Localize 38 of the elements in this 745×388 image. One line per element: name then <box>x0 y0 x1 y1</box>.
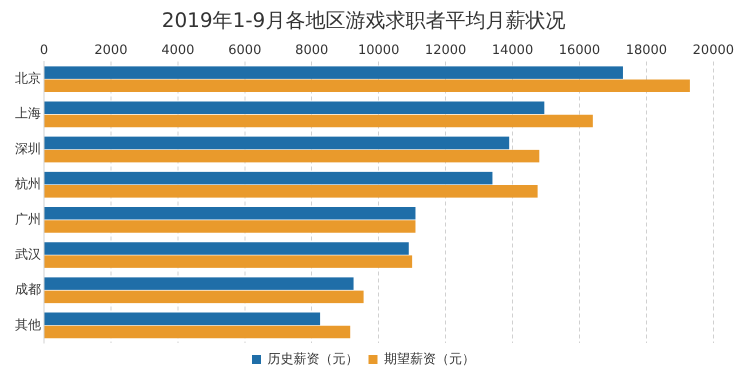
bar <box>44 80 690 92</box>
x-tick-label: 14000 <box>492 43 534 58</box>
x-tick-label: 2000 <box>94 43 128 58</box>
y-tick-label: 其他 <box>15 318 41 333</box>
bar <box>44 102 544 114</box>
bar <box>44 277 354 290</box>
bar <box>44 220 416 233</box>
bar <box>44 185 538 198</box>
y-tick-label: 武汉 <box>15 247 41 262</box>
x-tick-label: 4000 <box>161 43 194 58</box>
y-tick-label: 北京 <box>15 72 41 87</box>
bar <box>44 326 350 338</box>
bar <box>44 150 540 162</box>
chart-title: 2019年1-9月各地区游戏求职者平均月薪状况 <box>162 8 566 32</box>
bar <box>44 136 510 150</box>
x-tick-label: 0 <box>40 43 48 58</box>
y-tick-label: 上海 <box>15 106 41 122</box>
legend-label: 历史薪资（元） <box>268 352 358 367</box>
x-tick-label: 6000 <box>228 43 262 58</box>
y-tick-label: 广州 <box>15 212 41 228</box>
y-tick-label: 杭州 <box>14 177 41 192</box>
bar <box>44 312 320 326</box>
bar <box>44 290 364 304</box>
x-tick-label: 8000 <box>295 43 328 58</box>
bar <box>44 207 416 220</box>
bar <box>44 255 412 268</box>
y-tick-label: 深圳 <box>15 142 41 157</box>
x-tick-label: 20000 <box>692 43 734 58</box>
bar <box>44 172 492 184</box>
x-tick-label: 16000 <box>558 43 600 58</box>
bar <box>44 66 623 79</box>
bar <box>44 242 409 255</box>
legend-label: 期望薪资（元） <box>384 352 475 367</box>
x-tick-label: 12000 <box>424 43 466 58</box>
x-tick-label: 10000 <box>358 43 400 58</box>
y-tick-label: 成都 <box>15 282 41 298</box>
x-tick-label: 18000 <box>626 43 668 58</box>
bar <box>44 114 593 128</box>
